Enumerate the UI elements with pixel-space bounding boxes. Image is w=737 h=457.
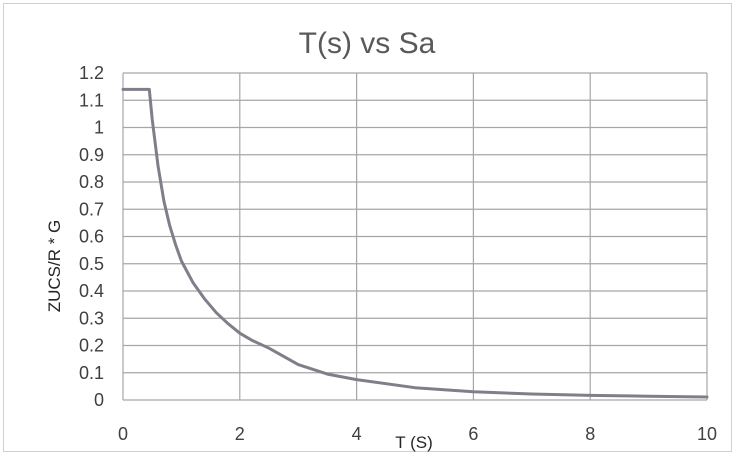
x-tick-label: 6 — [468, 424, 478, 444]
y-tick-label: 1.2 — [79, 63, 104, 83]
x-tick-label: 10 — [697, 424, 717, 444]
y-tick-label: 0.3 — [79, 308, 104, 328]
chart-grid — [122, 72, 708, 401]
y-axis-label: ZUCS/R * G — [45, 220, 64, 313]
series-line — [121, 87, 709, 399]
x-tick-label: 4 — [352, 424, 362, 444]
chart-frame — [3, 3, 732, 452]
x-tick-label: 2 — [235, 424, 245, 444]
y-tick-label: 0 — [94, 390, 104, 410]
y-tick-label: 0.4 — [79, 281, 104, 301]
x-tick-label: 8 — [585, 424, 595, 444]
y-tick-label: 1.1 — [79, 90, 104, 110]
y-tick-label: 0.6 — [79, 227, 104, 247]
x-axis-label: T (S) — [395, 433, 432, 452]
y-tick-label: 1 — [94, 118, 104, 138]
x-tick-label: 0 — [118, 424, 128, 444]
y-tick-label: 0.8 — [79, 172, 104, 192]
y-axis-ticks: 0 0.1 0.2 0.3 0.4 0.5 0.6 0.7 0.8 0.9 1 1.1 1.2 — [79, 63, 104, 410]
x-axis-ticks: 0 2 4 6 8 10 — [118, 424, 717, 444]
chart-series — [121, 87, 709, 399]
y-tick-label: 0.7 — [79, 199, 104, 219]
y-tick-label: 0.5 — [79, 254, 104, 274]
chart-title: T(s) vs Sa — [299, 27, 436, 60]
y-tick-label: 0.1 — [79, 363, 104, 383]
y-tick-label: 0.9 — [79, 145, 104, 165]
y-tick-label: 0.2 — [79, 336, 104, 356]
